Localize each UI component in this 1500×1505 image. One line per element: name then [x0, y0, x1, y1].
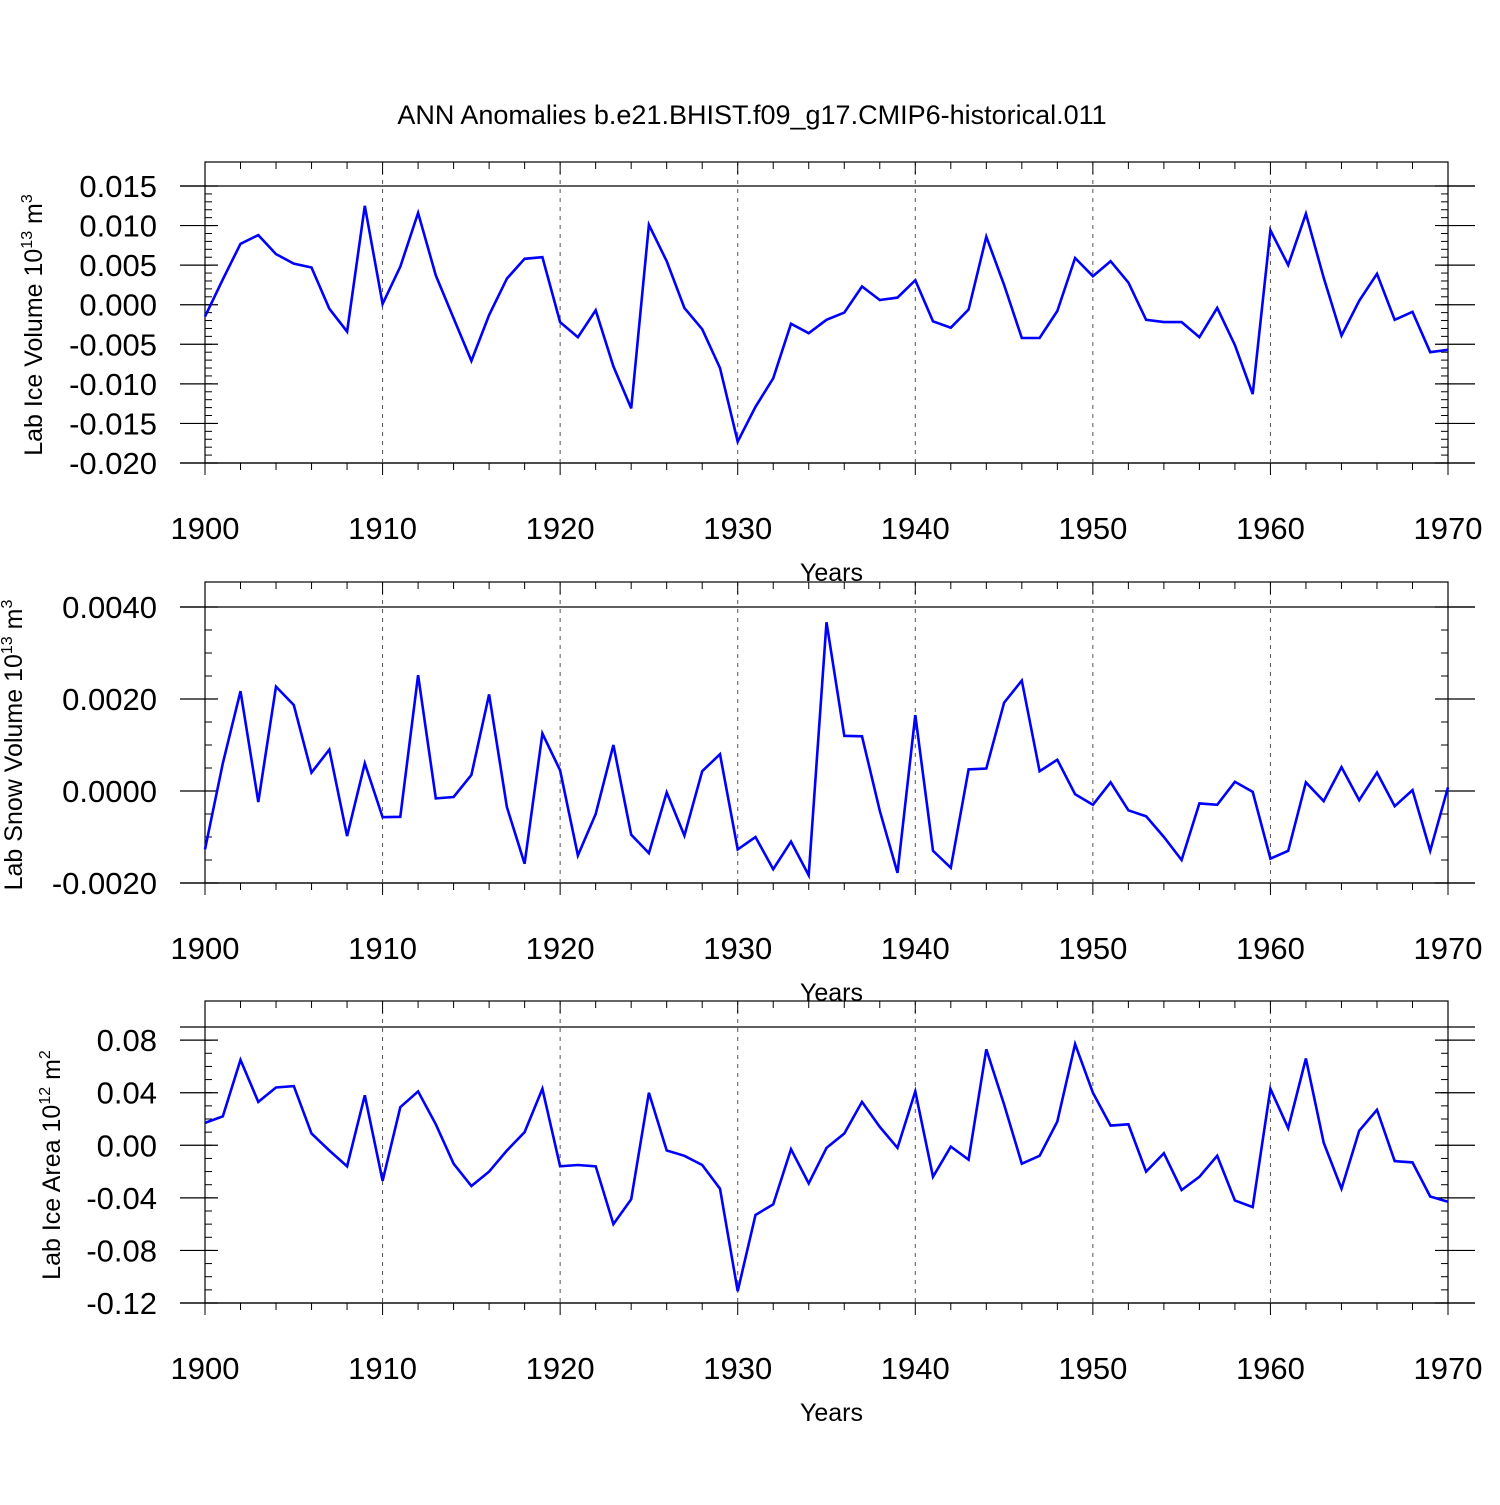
x-tick-label: 1920 [526, 931, 595, 966]
x-tick-label: 1970 [1414, 511, 1483, 546]
panel-3: 1900 1910 1920 1930 1940 1950 1960 1970 Years -0.… [37, 1000, 1483, 1427]
x-tick-label: 1960 [1236, 931, 1305, 966]
x-tick-label: 1930 [703, 931, 772, 966]
y-axis-label: Lab Ice Volume 1013 m3 [19, 194, 48, 456]
y-tick-label: -0.020 [69, 446, 157, 481]
y-tick-label: -0.015 [69, 406, 157, 441]
y-tick-label: 0.010 [79, 209, 157, 244]
x-tick-label: 1950 [1058, 1351, 1127, 1386]
x-tick-label: 1900 [171, 931, 240, 966]
y-tick-label: -0.12 [86, 1286, 157, 1321]
x-tick-label: 1910 [348, 1351, 417, 1386]
x-tick-label: 1930 [703, 1351, 772, 1386]
x-tick-label: 1910 [348, 931, 417, 966]
y-axis-label: Lab Ice Area 1012 m2 [37, 1050, 66, 1280]
series-line [204, 1039, 1449, 1292]
x-axis-label: Years [800, 559, 863, 587]
x-tick-label: 1910 [348, 511, 417, 546]
panel-1: 1900 1910 1920 1930 1940 1950 1960 1970 Years -0.… [19, 161, 1483, 587]
series-line [203, 205, 1449, 446]
panels: 1900 1910 1920 1930 1940 1950 1960 1970 Years -0.… [0, 161, 1483, 1427]
y-tick-label: -0.04 [86, 1181, 157, 1216]
y-tick-label: 0.000 [79, 288, 157, 323]
y-tick-label: 0.0020 [62, 682, 157, 717]
x-tick-label: 1900 [171, 511, 240, 546]
x-axis-label: Years [800, 979, 863, 1007]
x-tick-label: 1920 [526, 1351, 595, 1386]
panel-2: 1900 1910 1920 1930 1940 1950 1960 1970 Years -0.… [0, 581, 1483, 1007]
x-tick-label: 1970 [1414, 1351, 1483, 1386]
x-tick-label: 1960 [1236, 511, 1305, 546]
x-tick-label: 1940 [881, 1351, 950, 1386]
x-tick-label: 1950 [1058, 511, 1127, 546]
x-tick-label: 1930 [703, 511, 772, 546]
x-tick-label: 1920 [526, 511, 595, 546]
y-tick-label: 0.015 [79, 169, 157, 204]
series-line [203, 621, 1450, 880]
x-tick-label: 1960 [1236, 1351, 1305, 1386]
y-tick-label: -0.08 [86, 1233, 157, 1268]
x-tick-label: 1950 [1058, 931, 1127, 966]
y-tick-label: -0.0020 [52, 866, 157, 901]
y-tick-label: -0.005 [69, 327, 157, 362]
x-tick-label: 1940 [881, 511, 950, 546]
y-tick-label: -0.010 [69, 367, 157, 402]
y-tick-label: 0.00 [97, 1128, 157, 1163]
x-tick-label: 1940 [881, 931, 950, 966]
y-tick-label: 0.005 [79, 248, 157, 283]
y-axis-label: Lab Snow Volume 1013 m3 [0, 600, 28, 891]
y-tick-label: 0.08 [97, 1023, 157, 1058]
x-tick-label: 1970 [1414, 931, 1483, 966]
x-axis-label: Years [800, 1399, 863, 1427]
y-tick-label: 0.04 [97, 1076, 157, 1111]
figure-title: ANN Anomalies b.e21.BHIST.f09_g17.CMIP6-… [397, 100, 1106, 130]
y-tick-label: 0.0000 [62, 774, 157, 809]
y-tick-label: 0.0040 [62, 590, 157, 625]
x-tick-label: 1900 [171, 1351, 240, 1386]
